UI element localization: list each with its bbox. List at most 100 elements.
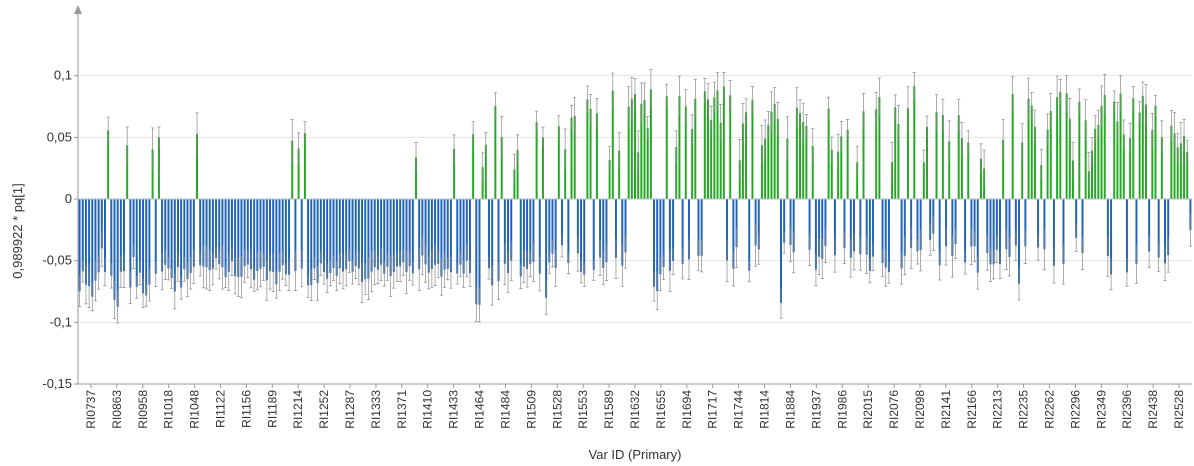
x-tick-label: RI1528: [550, 390, 564, 429]
bar: [675, 147, 678, 199]
bar: [310, 199, 313, 286]
bar: [954, 199, 957, 245]
bar: [278, 199, 281, 272]
x-tick-label: RI1632: [628, 390, 642, 429]
bar: [767, 124, 770, 199]
bar: [196, 133, 199, 199]
bar: [935, 112, 938, 199]
bar: [1018, 199, 1021, 284]
bar: [999, 199, 1001, 265]
bar: [269, 199, 271, 272]
y-tick-labels: -0,15 -0,1 -0,05 0 0,05 0,1: [42, 68, 78, 391]
bar: [103, 199, 106, 272]
bar: [926, 126, 928, 199]
bar: [1157, 199, 1160, 258]
bar: [510, 199, 513, 261]
bar: [418, 199, 421, 270]
bar: [837, 151, 840, 199]
bar: [1138, 112, 1141, 199]
bar: [776, 118, 779, 199]
bar: [316, 199, 319, 283]
bar: [332, 199, 335, 268]
bar: [135, 199, 138, 287]
bar: [259, 199, 262, 269]
x-tick-label: RI1937: [809, 390, 823, 429]
bar: [719, 122, 722, 199]
bar: [519, 199, 522, 277]
bar: [989, 199, 992, 265]
bar: [313, 199, 316, 269]
bar: [640, 103, 643, 199]
bar: [960, 138, 963, 199]
bar: [707, 99, 709, 199]
bar: [614, 199, 617, 258]
x-tick-label: RI1484: [498, 390, 512, 429]
bar: [1179, 143, 1182, 199]
bar: [1094, 128, 1097, 199]
bar: [697, 199, 700, 256]
bar: [129, 199, 132, 288]
bar: [532, 199, 535, 262]
bar: [449, 199, 452, 273]
bar: [145, 199, 148, 296]
x-tick-label: RI2235: [1017, 390, 1031, 429]
bar: [710, 120, 713, 199]
bar: [488, 199, 490, 269]
bar: [478, 199, 481, 305]
bar: [818, 199, 821, 257]
bar: [922, 162, 925, 199]
bar: [215, 199, 218, 259]
bar: [691, 129, 694, 199]
bar: [573, 115, 576, 199]
bar: [821, 199, 824, 259]
bar: [976, 199, 979, 273]
bar: [1148, 199, 1151, 252]
bar: [1049, 111, 1052, 199]
bar: [1065, 93, 1068, 199]
x-tick-labels: RI0737 RI0863 RI0958 RI1018 RI1048 RI1122 RI11…: [84, 384, 1186, 429]
bar: [865, 199, 868, 255]
bar: [653, 199, 656, 287]
bar: [678, 96, 681, 199]
bar: [88, 199, 91, 287]
bar: [361, 199, 364, 282]
bar: [392, 199, 395, 272]
bar: [208, 199, 211, 271]
bar: [611, 90, 614, 199]
bar: [427, 199, 430, 273]
bar: [945, 199, 948, 247]
bar: [973, 199, 976, 247]
bar: [681, 199, 684, 264]
bar: [589, 108, 592, 199]
bar: [1014, 199, 1017, 246]
x-tick-label: RI1717: [706, 390, 720, 429]
bar: [272, 199, 275, 273]
bar: [862, 111, 865, 199]
bar: [843, 199, 846, 249]
bar: [256, 199, 259, 272]
bar: [351, 199, 354, 272]
bar: [754, 199, 757, 246]
bar: [729, 95, 732, 199]
bar: [1046, 129, 1049, 199]
bar: [138, 199, 141, 273]
bar: [741, 123, 744, 199]
bar: [1043, 199, 1046, 250]
bar: [624, 199, 627, 253]
bar: [408, 199, 411, 267]
x-tick-label: RI1464: [473, 390, 487, 429]
bar: [284, 199, 287, 275]
bar: [345, 199, 348, 270]
bar: [1068, 118, 1071, 199]
bar: [783, 199, 786, 243]
bar: [1154, 105, 1157, 199]
bar: [265, 199, 268, 281]
bar: [637, 152, 640, 199]
bar: [808, 199, 811, 250]
bar: [906, 108, 909, 199]
x-axis-title: Var ID (Primary): [589, 447, 682, 462]
bar: [192, 199, 195, 267]
bar: [1164, 199, 1167, 264]
bar: [303, 133, 306, 199]
bar: [297, 148, 300, 199]
